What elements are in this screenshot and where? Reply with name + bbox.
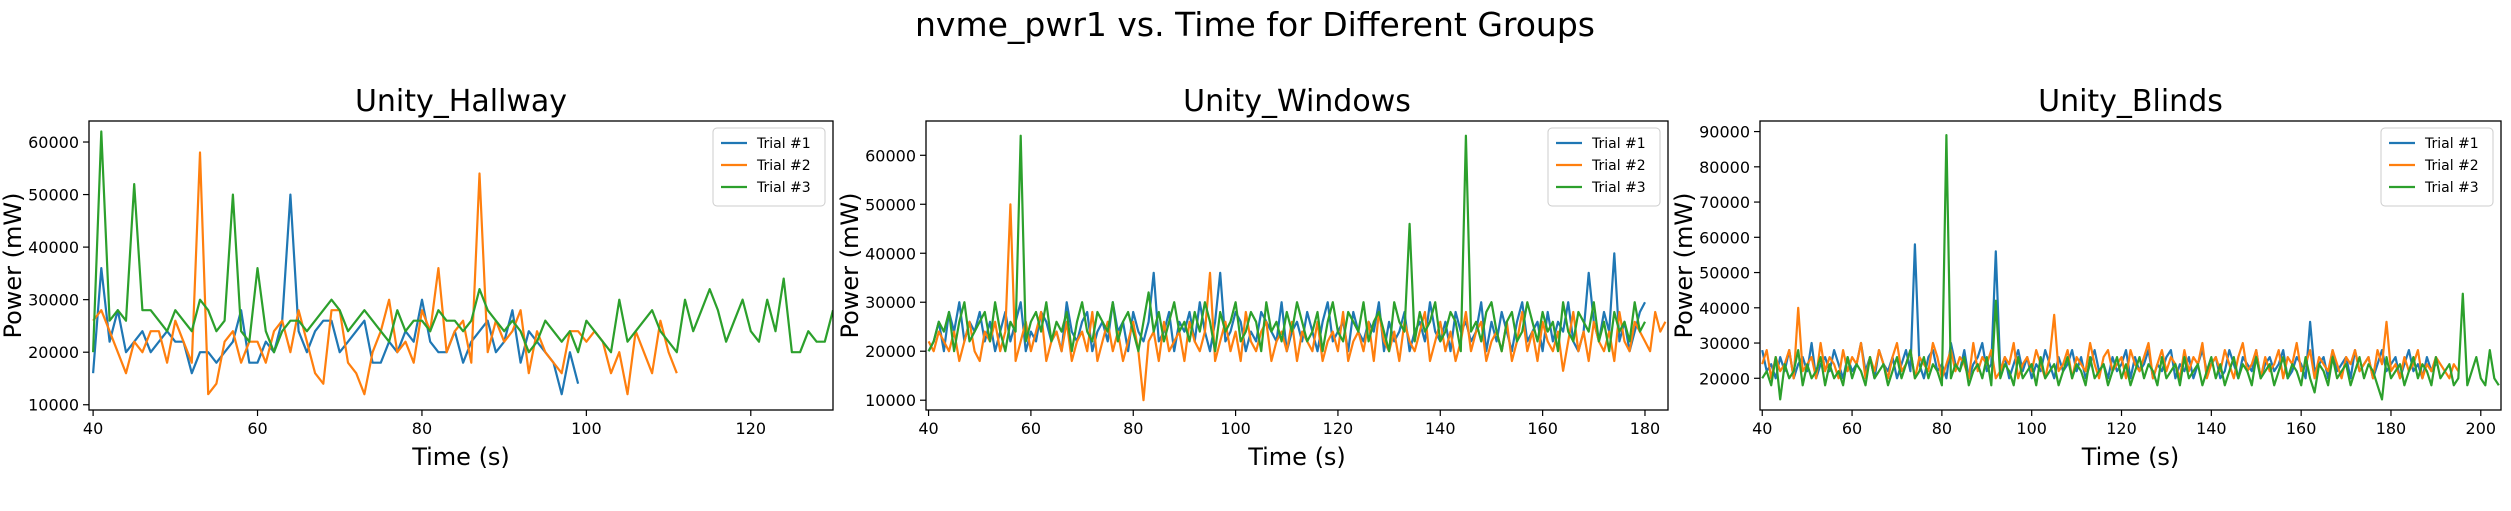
chart-panel-1: Unity_Hallway 40 60 80 100 120 10000 20000 30000… bbox=[0, 84, 834, 471]
legend-label: Trial #1 bbox=[756, 136, 811, 152]
x-tick-label: 160 bbox=[1527, 419, 1558, 438]
legend-label: Trial #1 bbox=[1591, 136, 1646, 152]
chart-title: Unity_Hallway bbox=[355, 84, 567, 119]
x-tick-label: 180 bbox=[1630, 419, 1661, 438]
series-line-trial-3 bbox=[1761, 134, 2500, 401]
x-tick-label: 120 bbox=[2106, 419, 2137, 438]
legend-label: Trial #1 bbox=[2424, 136, 2479, 152]
y-tick-label: 90000 bbox=[1699, 123, 1750, 142]
y-tick-label: 20000 bbox=[28, 343, 79, 362]
y-tick-label: 30000 bbox=[28, 291, 79, 310]
x-tick-label: 180 bbox=[2376, 419, 2407, 438]
x-tick-label: 120 bbox=[1323, 419, 1354, 438]
legend-label: Trial #2 bbox=[756, 158, 811, 174]
legend: Trial #1 Trial #2 Trial #3 bbox=[2380, 127, 2494, 207]
x-tick-label: 140 bbox=[2196, 419, 2227, 438]
x-axis-label: Time (s) bbox=[2081, 443, 2180, 471]
chart-panel-3: Unity_Blinds 40 60 80 100 120 140 160 180 200 2000… bbox=[1670, 84, 2502, 471]
y-tick-label: 20000 bbox=[865, 342, 916, 361]
y-tick-label: 60000 bbox=[865, 146, 916, 165]
x-tick-label: 140 bbox=[1425, 419, 1456, 438]
legend-label: Trial #2 bbox=[1591, 158, 1646, 174]
chart-title: Unity_Blinds bbox=[2038, 84, 2223, 119]
y-tick-label: 50000 bbox=[28, 186, 79, 205]
plot-frame bbox=[88, 120, 834, 411]
x-tick-label: 100 bbox=[571, 419, 602, 438]
series-line-trial-3 bbox=[92, 130, 833, 354]
x-tick-label: 100 bbox=[1220, 419, 1251, 438]
y-tick-label: 40000 bbox=[1699, 299, 1750, 318]
y-tick-label: 50000 bbox=[1699, 264, 1750, 283]
legend-label: Trial #3 bbox=[2424, 180, 2479, 196]
x-tick-label: 80 bbox=[1932, 419, 1952, 438]
y-tick-label: 40000 bbox=[28, 238, 79, 257]
y-tick-label: 20000 bbox=[1699, 369, 1750, 388]
x-tick-label: 60 bbox=[1021, 419, 1041, 438]
legend-label: Trial #3 bbox=[756, 180, 811, 196]
series-line-trial-2 bbox=[1761, 306, 2460, 380]
x-tick-label: 160 bbox=[2286, 419, 2317, 438]
x-tick-label: 40 bbox=[83, 419, 103, 438]
plot-frame bbox=[925, 120, 1669, 411]
legend: Trial #1 Trial #2 Trial #3 bbox=[1547, 127, 1661, 207]
x-axis-label: Time (s) bbox=[1247, 443, 1346, 471]
legend-label: Trial #3 bbox=[1591, 180, 1646, 196]
chart-panel-2: Unity_Windows 40 60 80 100 120 140 160 180 10000 2… bbox=[836, 84, 1669, 471]
series-line-trial-2 bbox=[92, 151, 678, 396]
x-tick-label: 80 bbox=[1123, 419, 1143, 438]
y-axis-label: Power (mW) bbox=[0, 192, 27, 338]
x-tick-label: 120 bbox=[736, 419, 767, 438]
y-tick-label: 60000 bbox=[1699, 228, 1750, 247]
series-line-trial-3 bbox=[927, 134, 1646, 353]
y-tick-label: 60000 bbox=[28, 133, 79, 152]
x-tick-label: 40 bbox=[1752, 419, 1772, 438]
y-axis-label: Power (mW) bbox=[836, 192, 864, 338]
x-tick-label: 60 bbox=[247, 419, 267, 438]
y-tick-label: 10000 bbox=[865, 391, 916, 410]
figure-title: nvme_pwr1 vs. Time for Different Groups bbox=[915, 5, 1595, 44]
y-tick-label: 10000 bbox=[28, 396, 79, 415]
y-tick-label: 40000 bbox=[865, 244, 916, 263]
y-tick-label: 70000 bbox=[1699, 193, 1750, 212]
legend: Trial #1 Trial #2 Trial #3 bbox=[712, 127, 826, 207]
legend-label: Trial #2 bbox=[2424, 158, 2479, 174]
x-tick-label: 60 bbox=[1842, 419, 1862, 438]
series-line-trial-1 bbox=[92, 193, 580, 396]
x-tick-label: 80 bbox=[412, 419, 432, 438]
x-tick-label: 40 bbox=[918, 419, 938, 438]
x-tick-label: 200 bbox=[2466, 419, 2497, 438]
plot-frame bbox=[1759, 120, 2502, 411]
x-tick-label: 100 bbox=[2016, 419, 2047, 438]
y-tick-label: 30000 bbox=[865, 293, 916, 312]
y-tick-label: 50000 bbox=[865, 195, 916, 214]
chart-title: Unity_Windows bbox=[1183, 84, 1411, 119]
y-axis-label: Power (mW) bbox=[1670, 192, 1698, 338]
y-tick-label: 80000 bbox=[1699, 158, 1750, 177]
x-axis-label: Time (s) bbox=[411, 443, 510, 471]
y-tick-label: 30000 bbox=[1699, 334, 1750, 353]
